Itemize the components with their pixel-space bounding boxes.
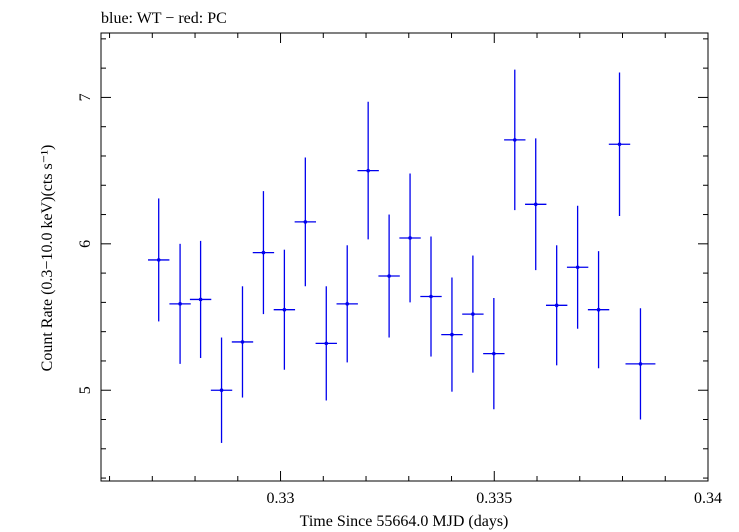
- data-marker: [408, 236, 412, 240]
- data-marker: [282, 307, 287, 312]
- x-tick-label: 0.34: [694, 490, 722, 507]
- data-point: [169, 243, 191, 364]
- y-tick-label: 7: [77, 93, 94, 101]
- data-marker: [429, 294, 433, 299]
- data-point: [378, 214, 400, 338]
- data-marker: [492, 351, 496, 356]
- data-marker: [345, 302, 350, 306]
- data-point: [399, 173, 421, 303]
- data-point: [189, 240, 212, 359]
- data-point: [294, 157, 317, 287]
- data-marker: [324, 341, 329, 346]
- data-marker: [261, 250, 266, 255]
- plot-border: [100, 32, 709, 482]
- data-marker: [596, 307, 601, 312]
- data-marker: [198, 297, 203, 302]
- data-marker: [617, 142, 622, 147]
- y-tick-label: 6: [77, 240, 94, 248]
- data-marker: [178, 302, 182, 306]
- x-tick-label: 0.335: [476, 490, 512, 507]
- data-marker: [554, 303, 559, 308]
- data-point: [231, 286, 254, 398]
- data-marker: [387, 274, 391, 278]
- data-marker: [638, 362, 643, 366]
- data-point: [566, 205, 589, 329]
- data-point: [148, 198, 170, 322]
- data-point: [357, 101, 379, 240]
- data-marker: [471, 312, 475, 316]
- axis-ticks: [101, 33, 709, 481]
- data-marker: [450, 332, 454, 337]
- data-point: [587, 251, 610, 369]
- data-marker: [303, 220, 308, 224]
- data-marker: [512, 138, 517, 142]
- data-point: [483, 297, 505, 410]
- axis-tick-labels: 0.33 0.335 0.34 5 6 7: [77, 93, 722, 507]
- data-point: [504, 69, 526, 211]
- data-point: [336, 245, 358, 363]
- y-axis-label: Count Rate (0.3−10.0 keV)(cts s⁻¹): [39, 145, 56, 372]
- data-marker: [219, 388, 224, 393]
- data-point: [608, 72, 631, 217]
- data-marker: [156, 258, 161, 262]
- data-point: [252, 191, 275, 315]
- data-point: [462, 255, 484, 373]
- chart-header-label: blue: WT − red: PC: [101, 10, 227, 27]
- data-marker: [366, 168, 370, 173]
- x-axis-label: Time Since 55664.0 MJD (days): [300, 513, 509, 530]
- data-point: [210, 337, 233, 443]
- data-point: [273, 249, 296, 370]
- data-point: [525, 138, 547, 271]
- data-marker: [240, 340, 245, 344]
- plot-frame: [100, 32, 709, 482]
- data-point: [545, 245, 568, 366]
- data-point: [441, 277, 463, 392]
- data-marker: [533, 202, 538, 207]
- data-point: [315, 286, 337, 401]
- data-marker: [575, 265, 580, 270]
- y-tick-label: 5: [77, 386, 94, 394]
- data-point: [625, 308, 656, 420]
- x-tick-label: 0.33: [267, 490, 295, 507]
- data-points: [148, 69, 656, 443]
- data-point: [420, 236, 442, 357]
